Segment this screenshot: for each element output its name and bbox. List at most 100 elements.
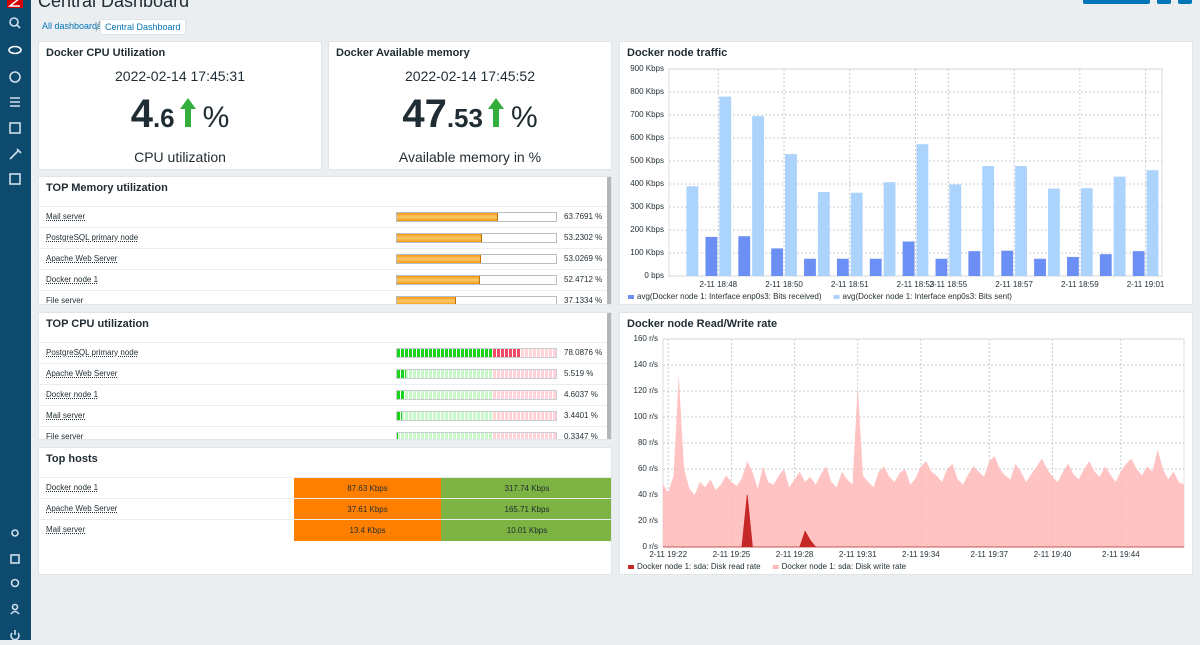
bar xyxy=(804,258,816,276)
monitoring-icon[interactable] xyxy=(8,45,22,55)
bar xyxy=(1132,251,1145,276)
y-tick-label: 900 Kbps xyxy=(630,64,664,73)
bar-box xyxy=(396,212,557,222)
bar xyxy=(968,251,981,276)
arrow-shape xyxy=(179,98,196,127)
legend-label: Docker node 1: sda: Disk read rate xyxy=(637,562,761,571)
table-row: Mail server 13.4 Kbps 10.01 Kbps xyxy=(39,519,611,541)
x-tick-label: 2-11 18:51 xyxy=(831,280,869,289)
value-decimal: .6 xyxy=(152,103,175,133)
table-row: Mail server 63.7691 % xyxy=(39,206,607,227)
value-decimal: .53 xyxy=(446,103,483,133)
y-tick-label: 200 Kbps xyxy=(630,225,664,234)
config-icon[interactable] xyxy=(9,148,22,160)
table-row: File server 0.3347 % xyxy=(39,426,607,440)
legend-swatch xyxy=(833,295,840,299)
description: Available memory in % xyxy=(398,149,542,165)
search-icon[interactable] xyxy=(9,17,19,27)
bar xyxy=(705,236,718,276)
x-tick-label: 2-11 18:48 xyxy=(699,280,737,289)
action-button[interactable] xyxy=(1157,0,1171,4)
bar xyxy=(1034,258,1046,276)
signout-icon[interactable] xyxy=(10,630,20,641)
bar xyxy=(817,192,830,276)
logo[interactable] xyxy=(7,0,23,8)
host-link[interactable]: Mail server xyxy=(46,525,86,534)
breadcrumb-link[interactable]: All dashboards xyxy=(42,21,102,31)
y-tick-label: 600 Kbps xyxy=(630,133,664,142)
help-icon[interactable] xyxy=(10,578,20,588)
host-link[interactable]: PostgreSQL primary node xyxy=(46,348,139,357)
x-tick-label: 2-11 19:44 xyxy=(1102,550,1140,559)
share-icon[interactable] xyxy=(10,554,20,564)
y-tick-label: 120 r/s xyxy=(634,386,658,395)
value-label: 78.0876 % xyxy=(564,348,603,357)
bar-segments xyxy=(397,433,556,439)
kiosk-button[interactable] xyxy=(1178,0,1192,4)
out-cell: 10.01 Kbps xyxy=(441,520,611,541)
top-memory-widget: TOP Memory utilization Mail server 63.7691… xyxy=(38,176,612,305)
legend-swatch xyxy=(628,295,634,299)
host-link[interactable]: Docker node 1 xyxy=(46,390,99,399)
x-tick-label: 2-11 18:59 xyxy=(1061,280,1099,289)
host-link[interactable]: Mail server xyxy=(46,212,86,221)
legend-label: avg(Docker node 1: Interface enp0s3: Bit… xyxy=(637,292,822,301)
bar xyxy=(1067,256,1079,276)
admin-icon[interactable] xyxy=(9,173,21,185)
bar xyxy=(686,186,699,276)
x-tick-label: 2-11 18:53 xyxy=(897,280,935,289)
value-label: 0.3347 % xyxy=(564,432,598,440)
y-tick-label: 100 r/s xyxy=(634,412,658,421)
value-label: 5.519 % xyxy=(564,369,594,378)
item-widget: Docker CPU Utilization 2022-02-14 17:45:3… xyxy=(38,41,322,170)
widget-title: Docker Available memory xyxy=(336,47,470,59)
value-label: 37.1334 % xyxy=(564,296,603,305)
out-cell: 165.71 Kbps xyxy=(441,499,611,520)
bar-fill xyxy=(397,213,499,221)
bar xyxy=(771,248,784,276)
value-integer: 47 xyxy=(402,92,447,136)
widget-title: Docker node traffic xyxy=(627,47,728,59)
item-widget: Docker Available memory 2022-02-14 17:45:… xyxy=(328,41,612,170)
logo-mark xyxy=(7,0,20,7)
y-tick-label: 100 Kbps xyxy=(630,248,664,257)
x-tick-label: 2-11 18:57 xyxy=(995,280,1033,289)
bar-segments xyxy=(397,370,556,378)
host-link[interactable]: File server xyxy=(46,432,84,440)
bar xyxy=(869,258,882,276)
host-link[interactable]: Apache Web Server xyxy=(46,504,118,513)
table-row: Apache Web Server 37.61 Kbps 165.71 Kbps xyxy=(39,498,611,520)
host-link[interactable]: File server xyxy=(46,296,84,305)
legend-label: Docker node 1: sda: Disk write rate xyxy=(782,562,907,571)
services-icon[interactable] xyxy=(9,71,21,83)
trend-arrow xyxy=(179,98,196,127)
reports-icon[interactable] xyxy=(9,122,21,134)
value-label: 63.7691 % xyxy=(564,212,603,221)
timestamp: 2022-02-14 17:45:52 xyxy=(405,68,535,84)
host-link[interactable]: Docker node 1 xyxy=(46,483,99,492)
scrollbar xyxy=(607,313,611,439)
support-icon[interactable] xyxy=(11,529,19,537)
edit-button[interactable] xyxy=(1083,0,1150,4)
header-buttons xyxy=(1083,0,1192,4)
value-label: 3.4401 % xyxy=(564,411,598,420)
breadcrumb-current[interactable]: Central Dashboard xyxy=(100,19,186,35)
bar xyxy=(1113,176,1126,276)
scrollbar xyxy=(607,177,611,304)
host-link[interactable]: Apache Web Server xyxy=(46,254,118,263)
user-icon[interactable] xyxy=(11,603,19,611)
area xyxy=(663,494,1184,548)
bar xyxy=(902,241,915,276)
host-link[interactable]: Apache Web Server xyxy=(46,369,118,378)
bar xyxy=(836,258,849,276)
bar xyxy=(850,192,863,276)
bar-fill xyxy=(397,297,457,304)
host-link[interactable]: Docker node 1 xyxy=(46,275,99,284)
inventory-icon[interactable] xyxy=(10,97,20,107)
x-tick-label: 2-11 19:40 xyxy=(1034,550,1072,559)
top-cpu-widget: TOP CPU utilization PostgreSQL primary no… xyxy=(38,312,612,440)
host-link[interactable]: Mail server xyxy=(46,411,86,420)
bar-fill xyxy=(397,255,482,263)
host-link[interactable]: PostgreSQL primary node xyxy=(46,233,139,242)
bar xyxy=(935,258,948,276)
